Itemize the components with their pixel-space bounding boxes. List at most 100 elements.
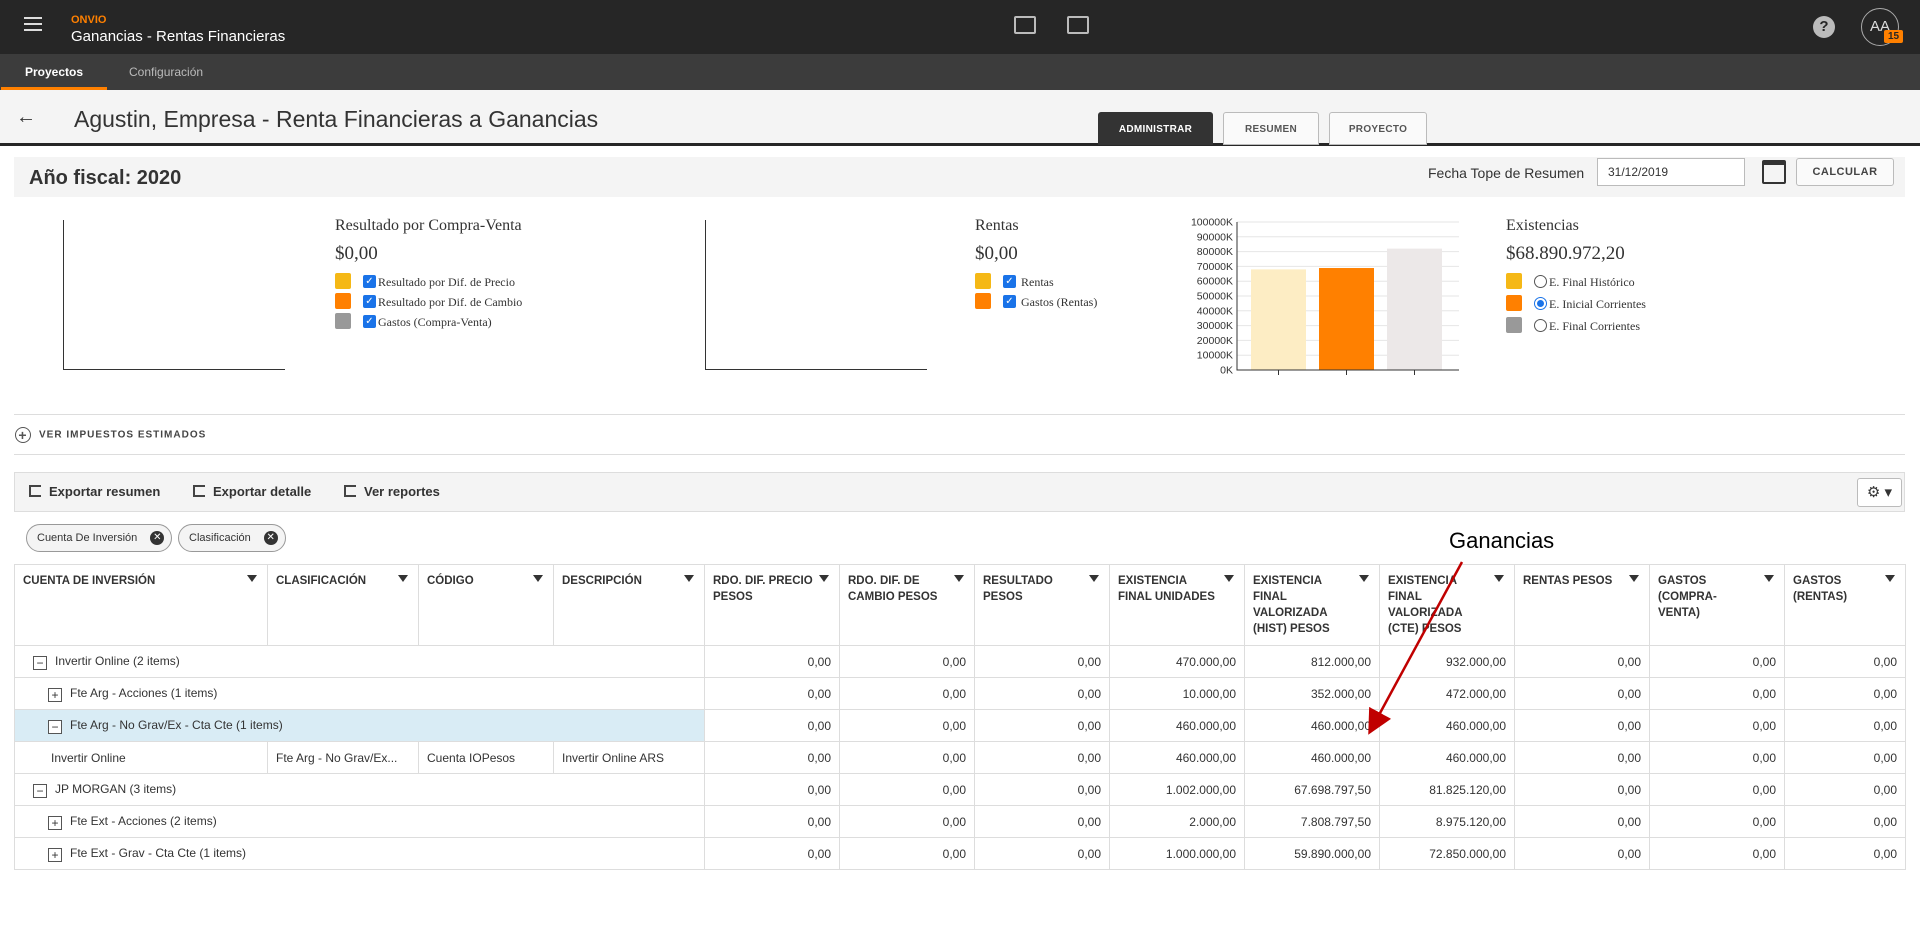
sort-caret-icon[interactable] [954,575,964,582]
radio-button[interactable] [1534,297,1547,310]
sort-caret-icon[interactable] [1224,575,1234,582]
column-header[interactable]: CÓDIGO [418,564,554,646]
expand-icon[interactable]: + [48,815,62,830]
chip-cuenta-inversion[interactable]: Cuenta De Inversión ✕ [26,524,173,552]
table-cell: 0,00 [1784,709,1906,742]
legend-item-rentas[interactable]: ✓ Rentas [975,273,1125,291]
table-cell: Cuenta IOPesos [418,741,554,774]
fecha-tope-input[interactable]: 31/12/2019 [1597,158,1745,186]
sort-caret-icon[interactable] [819,575,829,582]
calcular-button[interactable]: CALCULAR [1796,158,1894,186]
sort-caret-icon[interactable] [247,575,257,582]
sort-caret-icon[interactable] [1494,575,1504,582]
table-row[interactable]: Invertir Online Fte Arg - No Grav/Ex... Cu… [14,741,1906,774]
legend-item-final-historico[interactable]: E. Final Histórico [1506,273,1706,291]
table-cell: 1.000.000,00 [1109,837,1245,870]
calendar-icon[interactable] [1762,160,1786,184]
column-header[interactable]: RDO. DIF. DE CAMBIO PESOS [839,564,975,646]
checkbox[interactable]: ✓ [363,295,376,308]
column-header[interactable]: RDO. DIF. PRECIO PESOS [704,564,840,646]
group-row[interactable]: + Fte Ext - Acciones (2 items) 0,00 0,00 0,0… [14,805,1906,838]
column-header[interactable]: GASTOS (RENTAS) [1784,564,1906,646]
grouping-chips: Cuenta De Inversión ✕ Clasificación ✕ [14,512,1905,564]
group-row[interactable]: + Fte Arg - Acciones (1 items) 0,00 0,00 0,0… [14,677,1906,710]
column-header[interactable]: CLASIFICACIÓN [267,564,419,646]
checkbox[interactable]: ✓ [1003,275,1016,288]
y-tick-label: 30000K [1197,320,1233,332]
group-label-cell: − JP MORGAN (3 items) [14,773,705,806]
table-cell: 0,00 [1514,741,1650,774]
column-header[interactable]: DESCRIPCIÓN [553,564,705,646]
tab-configuracion[interactable]: Configuración [129,65,204,79]
group-row[interactable]: − Invertir Online (2 items) 0,00 0,00 0,00 47… [14,645,1906,678]
group-row[interactable]: − JP MORGAN (3 items) 0,00 0,00 0,00 1.002.00… [14,773,1906,806]
group-label-cell: − Fte Arg - No Grav/Ex - Cta Cte (1 items… [14,709,705,742]
tab-proyectos[interactable]: Proyectos [1,54,108,90]
back-arrow-icon[interactable]: ← [16,106,36,128]
menu-icon[interactable] [24,17,42,33]
checkbox[interactable]: ✓ [363,315,376,328]
swatch-orange [1506,295,1522,311]
sort-caret-icon[interactable] [1359,575,1369,582]
checkbox[interactable]: ✓ [1003,295,1016,308]
chip-clasificacion[interactable]: Clasificación ✕ [178,524,286,552]
close-icon[interactable]: ✕ [263,531,278,545]
bar[interactable] [1387,248,1442,370]
exportar-resumen-button[interactable]: Exportar resumen [29,484,160,499]
column-header[interactable]: EXISTENCIA FINAL VALORIZADA (CTE) PESOS [1379,564,1515,646]
bar[interactable] [1319,268,1374,370]
sort-caret-icon[interactable] [684,575,694,582]
ver-reportes-button[interactable]: Ver reportes [344,484,440,499]
column-header[interactable]: RESULTADO PESOS [974,564,1110,646]
ver-impuestos-toggle[interactable]: + VER IMPUESTOS ESTIMADOS [15,427,206,443]
id-card-icon[interactable] [1014,16,1036,34]
column-header[interactable]: EXISTENCIA FINAL UNIDADES [1109,564,1245,646]
sort-caret-icon[interactable] [533,575,543,582]
expand-icon[interactable]: + [48,847,62,862]
gear-icon[interactable]: ⚙ ▾ [1857,478,1902,507]
legend-item-final-corrientes[interactable]: E. Final Corrientes [1506,317,1706,335]
expand-icon[interactable]: + [48,687,62,702]
radio-button[interactable] [1534,275,1547,288]
rentas-total: $0,00 [975,243,1018,264]
legend-item-dif-cambio[interactable]: ✓ Resultado por Dif. de Cambio [335,293,535,311]
legend-label: Resultado por Dif. de Precio [378,275,515,289]
group-label: Invertir Online (2 items) [55,653,180,668]
table-cell: 0,00 [1784,741,1906,774]
sort-caret-icon[interactable] [1764,575,1774,582]
sort-caret-icon[interactable] [1629,575,1639,582]
tab-proyecto[interactable]: PROYECTO [1329,112,1427,145]
table-cell: 0,00 [1649,837,1785,870]
exportar-detalle-button[interactable]: Exportar detalle [193,484,311,499]
table-cell: 8.975.120,00 [1379,805,1515,838]
checkbox[interactable]: ✓ [363,275,376,288]
column-header[interactable]: CUENTA DE INVERSIÓN [14,564,268,646]
archive-icon[interactable] [1067,16,1089,34]
close-icon[interactable]: ✕ [150,531,165,545]
tab-resumen[interactable]: RESUMEN [1223,112,1319,145]
bar[interactable] [1251,269,1306,370]
radio-button[interactable] [1534,319,1547,332]
help-icon[interactable]: ? [1813,16,1835,38]
sort-caret-icon[interactable] [398,575,408,582]
swatch-gray [1506,317,1522,333]
table-cell: 472.000,00 [1379,677,1515,710]
swatch-gray [335,313,351,329]
collapse-icon[interactable]: − [33,655,47,670]
column-header[interactable]: GASTOS (COMPRA-VENTA) [1649,564,1785,646]
tab-administrar[interactable]: ADMINISTRAR [1098,112,1213,145]
column-header[interactable]: EXISTENCIA FINAL VALORIZADA (HIST) PESOS [1244,564,1380,646]
collapse-icon[interactable]: − [48,719,62,734]
sub-navigation: Proyectos Configuración [0,54,1920,90]
group-row[interactable]: + Fte Ext - Grav - Cta Cte (1 items) 0,00 0… [14,837,1906,870]
legend-item-gastos-rentas[interactable]: ✓ Gastos (Rentas) [975,293,1125,311]
table-cell: 0,00 [839,741,975,774]
sort-caret-icon[interactable] [1089,575,1099,582]
legend-item-inicial-corrientes[interactable]: E. Inicial Corrientes [1506,295,1706,313]
group-row[interactable]: − Fte Arg - No Grav/Ex - Cta Cte (1 items… [14,709,1906,742]
legend-item-dif-precio[interactable]: ✓ Resultado por Dif. de Precio [335,273,535,291]
collapse-icon[interactable]: − [33,783,47,798]
column-header[interactable]: RENTAS PESOS [1514,564,1650,646]
legend-item-gastos-cv[interactable]: ✓ Gastos (Compra-Venta) [335,313,535,331]
sort-caret-icon[interactable] [1885,575,1895,582]
